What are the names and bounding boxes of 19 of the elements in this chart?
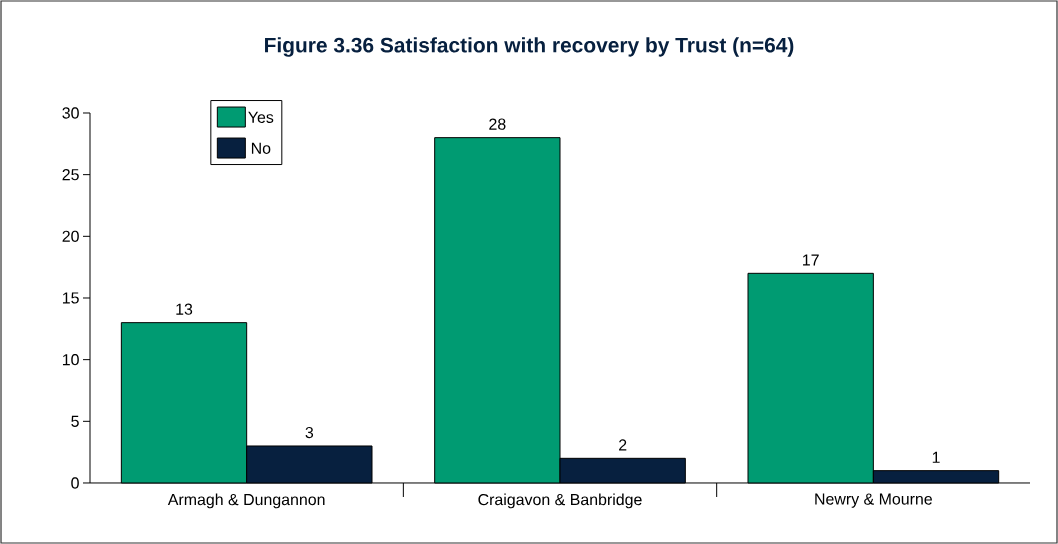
x-tick-label: Armagh & Dungannon bbox=[167, 493, 325, 509]
data-label: 28 bbox=[489, 118, 506, 130]
data-label: 17 bbox=[803, 254, 819, 266]
data-label: 3 bbox=[305, 426, 314, 439]
x-tick-label: Craigavon & Banbridge bbox=[478, 493, 642, 509]
data-label: 1 bbox=[932, 451, 940, 463]
data-label: 2 bbox=[619, 439, 627, 451]
y-tick-label: 10 bbox=[62, 354, 79, 366]
chart-title: Figure 3.36 Satisfaction with recovery by Trust (n=64) bbox=[265, 37, 794, 57]
y-tick-label: 5 bbox=[71, 415, 79, 427]
y-tick-label: 30 bbox=[62, 107, 79, 119]
x-tick-label: Newry & Mourne bbox=[815, 493, 932, 508]
y-tick-label: 15 bbox=[62, 292, 79, 304]
data-label: 13 bbox=[176, 303, 193, 315]
legend-label: No bbox=[251, 142, 271, 154]
y-tick-label: 0 bbox=[71, 477, 79, 489]
y-tick-label: 25 bbox=[62, 169, 79, 181]
y-tick-label: 20 bbox=[62, 230, 79, 242]
legend-label: Yes bbox=[248, 111, 274, 123]
